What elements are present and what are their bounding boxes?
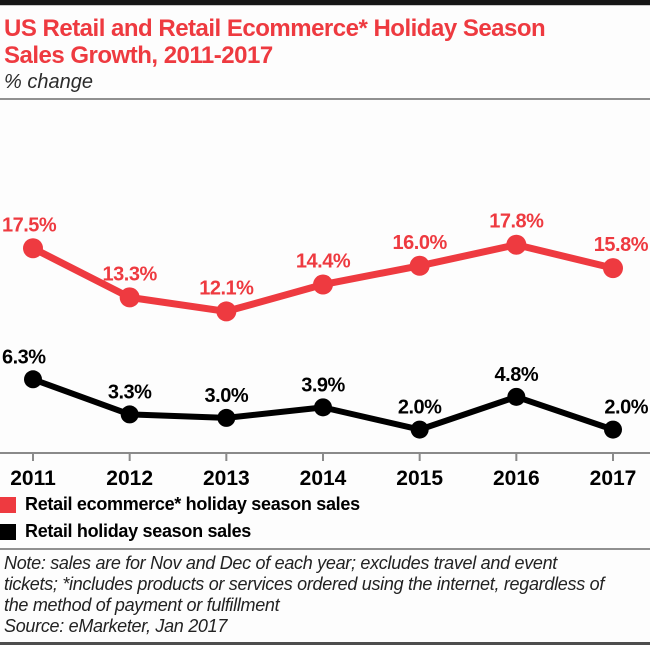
legend-item-retail: Retail holiday season sales — [0, 521, 650, 542]
legend-item-ecommerce: Retail ecommerce* holiday season sales — [0, 494, 650, 515]
source-line: Source: eMarketer, Jan 2017 — [4, 616, 228, 636]
svg-text:3.9%: 3.9% — [301, 374, 345, 396]
svg-text:17.8%: 17.8% — [489, 211, 544, 233]
svg-text:4.8%: 4.8% — [495, 364, 539, 386]
svg-text:16.0%: 16.0% — [393, 232, 448, 254]
top-accent-bar — [0, 0, 650, 6]
svg-text:2017: 2017 — [590, 467, 637, 490]
svg-text:2014: 2014 — [300, 467, 347, 490]
legend-swatch-black — [0, 523, 16, 540]
svg-text:2.0%: 2.0% — [398, 397, 442, 419]
bottom-accent-bar — [0, 642, 650, 645]
svg-text:6.3%: 6.3% — [2, 346, 46, 368]
svg-text:15.8%: 15.8% — [594, 234, 649, 256]
svg-text:17.5%: 17.5% — [2, 214, 57, 236]
svg-text:2.0%: 2.0% — [604, 397, 648, 419]
footnote: Note: sales are for Nov and Dec of each … — [4, 553, 605, 615]
header-divider — [0, 98, 650, 100]
chart-footer: Note: sales are for Nov and Dec of each … — [0, 550, 650, 637]
svg-text:12.1%: 12.1% — [199, 277, 254, 299]
svg-text:2016: 2016 — [493, 467, 540, 490]
chart-legend: Retail ecommerce* holiday season sales R… — [0, 492, 650, 542]
svg-text:2011: 2011 — [10, 467, 56, 490]
legend-label: Retail ecommerce* holiday season sales — [25, 494, 360, 514]
footer-divider — [0, 548, 650, 550]
legend-swatch-red — [0, 496, 16, 513]
legend-label: Retail holiday season sales — [25, 521, 252, 541]
svg-text:3.3%: 3.3% — [108, 381, 152, 403]
svg-text:2015: 2015 — [396, 467, 443, 490]
svg-text:14.4%: 14.4% — [296, 251, 351, 273]
svg-text:2013: 2013 — [203, 467, 250, 490]
chart-svg: 2011 2012 2013 2014 2015 2016 2017 17.5% 13.3% 12… — [0, 211, 650, 490]
svg-text:13.3%: 13.3% — [103, 263, 158, 285]
chart-subtitle: % change — [4, 71, 93, 93]
svg-text:3.0%: 3.0% — [205, 385, 249, 407]
chart-title: US Retail and Retail Ecommerce* Holiday … — [4, 15, 546, 69]
svg-text:2012: 2012 — [106, 467, 153, 490]
chart-area: 2011 2012 2013 2014 2015 2016 2017 17.5% 13.3% 12… — [0, 100, 650, 492]
chart-header: US Retail and Retail Ecommerce* Holiday … — [0, 6, 650, 94]
